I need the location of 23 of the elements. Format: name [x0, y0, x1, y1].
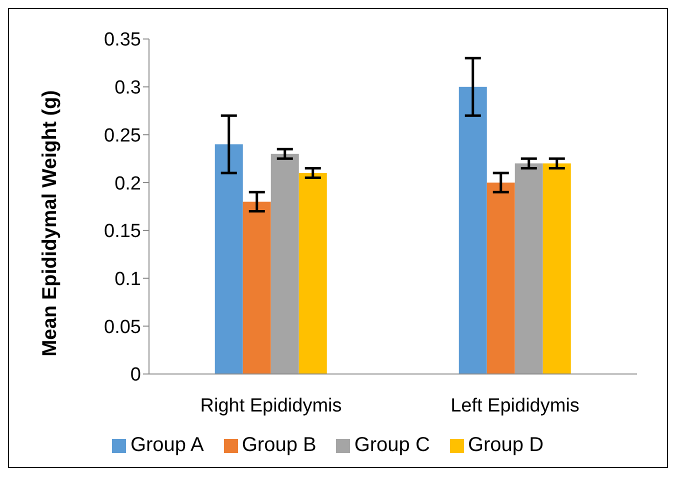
- bar: [542, 163, 571, 374]
- y-tick-label: 0.15: [104, 221, 141, 242]
- y-tick-label: 0.05: [104, 316, 141, 338]
- legend-label: Group D: [468, 434, 544, 456]
- y-tick-label: 0.1: [114, 269, 141, 290]
- bar: [214, 144, 243, 374]
- legend-label: Group A: [130, 434, 204, 456]
- y-tick-label: 0.25: [104, 125, 141, 146]
- x-tick-label: Right Epididymis: [200, 395, 342, 416]
- legend-label: Group B: [242, 434, 316, 456]
- bar: [486, 182, 515, 374]
- bar: [242, 202, 271, 374]
- y-tick-label: 0.3: [114, 78, 141, 99]
- bar: [270, 154, 299, 374]
- bar: [298, 173, 327, 374]
- y-tick-label: 0.2: [114, 173, 141, 194]
- legend-label: Group C: [354, 434, 430, 456]
- bar: [458, 86, 487, 374]
- x-tick-label: Left Epididymis: [450, 395, 580, 416]
- bar: [514, 163, 543, 374]
- y-tick-label: 0: [130, 364, 141, 386]
- y-axis-title: Mean Epididymal Weight (g): [39, 90, 62, 356]
- y-tick-label: 0.35: [104, 30, 141, 51]
